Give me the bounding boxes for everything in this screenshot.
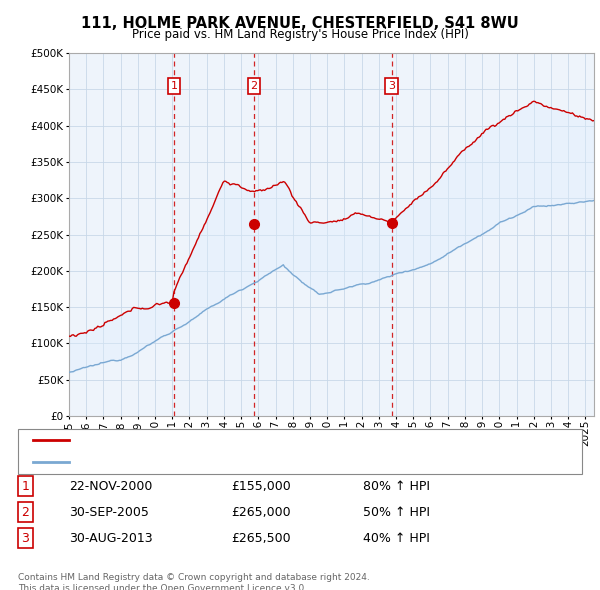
Text: 30-AUG-2013: 30-AUG-2013 <box>69 532 152 545</box>
Text: 22-NOV-2000: 22-NOV-2000 <box>69 480 152 493</box>
Text: £155,000: £155,000 <box>231 480 291 493</box>
Text: HPI: Average price, detached house, Chesterfield: HPI: Average price, detached house, Ches… <box>75 457 349 467</box>
Text: 2: 2 <box>250 81 257 91</box>
Text: 80% ↑ HPI: 80% ↑ HPI <box>363 480 430 493</box>
Text: Contains HM Land Registry data © Crown copyright and database right 2024.
This d: Contains HM Land Registry data © Crown c… <box>18 573 370 590</box>
Text: 2: 2 <box>21 506 29 519</box>
Text: 111, HOLME PARK AVENUE, CHESTERFIELD, S41 8WU (detached house): 111, HOLME PARK AVENUE, CHESTERFIELD, S4… <box>75 435 473 445</box>
Text: £265,500: £265,500 <box>231 532 290 545</box>
Text: 40% ↑ HPI: 40% ↑ HPI <box>363 532 430 545</box>
Text: 3: 3 <box>388 81 395 91</box>
Text: 50% ↑ HPI: 50% ↑ HPI <box>363 506 430 519</box>
Text: Price paid vs. HM Land Registry's House Price Index (HPI): Price paid vs. HM Land Registry's House … <box>131 28 469 41</box>
Text: 111, HOLME PARK AVENUE, CHESTERFIELD, S41 8WU: 111, HOLME PARK AVENUE, CHESTERFIELD, S4… <box>81 16 519 31</box>
Text: 3: 3 <box>21 532 29 545</box>
Text: 1: 1 <box>21 480 29 493</box>
Text: 30-SEP-2005: 30-SEP-2005 <box>69 506 149 519</box>
Text: 1: 1 <box>170 81 178 91</box>
Text: £265,000: £265,000 <box>231 506 290 519</box>
